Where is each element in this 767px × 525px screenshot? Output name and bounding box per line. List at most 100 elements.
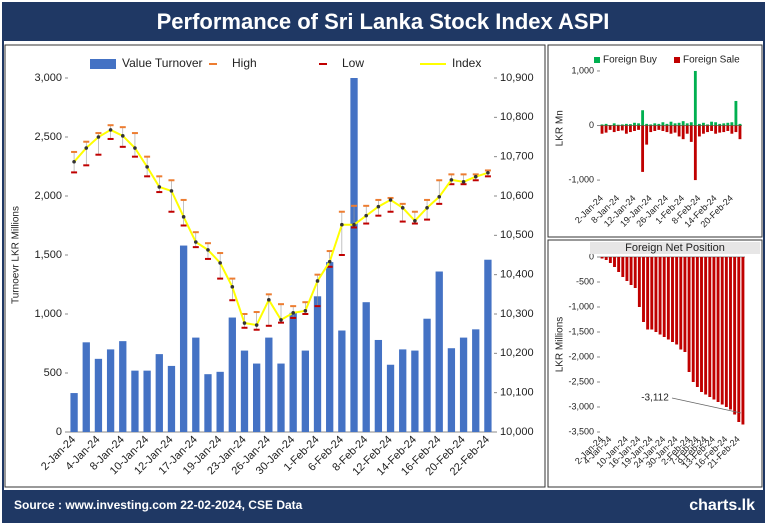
index-point xyxy=(400,206,405,210)
bar xyxy=(665,123,669,126)
bar xyxy=(435,271,443,432)
bar xyxy=(661,122,665,126)
index-point xyxy=(461,180,466,184)
bar xyxy=(604,257,608,260)
panel xyxy=(547,239,763,488)
bar xyxy=(697,123,701,126)
bar xyxy=(657,123,661,126)
y-tick-label: 10,200 xyxy=(500,347,534,359)
y-tick-label: -3,000 xyxy=(568,401,594,411)
index-point xyxy=(157,185,162,189)
bar xyxy=(673,125,677,133)
annotation-line xyxy=(671,397,742,414)
bar xyxy=(673,123,677,126)
bar xyxy=(645,125,649,145)
bar xyxy=(621,257,625,277)
bar xyxy=(620,124,624,126)
y-tick-label: -3,500 xyxy=(568,426,594,436)
y-tick-label: 0 xyxy=(589,120,594,130)
bar xyxy=(94,358,103,432)
y-tick-label: -1,000 xyxy=(568,301,594,311)
bar xyxy=(685,123,689,126)
bar xyxy=(119,341,127,432)
bar xyxy=(608,124,612,126)
legend-swatch xyxy=(594,57,600,63)
bar xyxy=(600,257,604,259)
bar xyxy=(155,354,163,432)
bar xyxy=(733,257,737,415)
legend-label: High xyxy=(232,56,257,70)
y-tick-label: -2,500 xyxy=(568,376,594,386)
bar xyxy=(679,257,683,350)
bar xyxy=(677,122,681,126)
index-point xyxy=(352,222,356,227)
bar xyxy=(472,329,480,432)
bar xyxy=(637,123,640,126)
bar xyxy=(714,125,718,134)
bar xyxy=(82,342,90,432)
bar xyxy=(650,257,654,330)
bar xyxy=(704,257,708,395)
index-point xyxy=(108,128,113,132)
y-tick-label: 1,000 xyxy=(34,308,62,320)
y-tick-label: 500 xyxy=(44,367,62,379)
bar xyxy=(192,337,200,432)
bar xyxy=(604,125,608,133)
bar xyxy=(374,339,383,432)
bar xyxy=(131,370,139,432)
title-band xyxy=(590,242,760,254)
index-point xyxy=(364,213,369,218)
bar xyxy=(641,110,645,126)
index-point xyxy=(218,261,222,265)
bar xyxy=(612,123,616,126)
bar xyxy=(411,350,419,432)
bar xyxy=(612,125,616,133)
bar xyxy=(338,330,346,432)
bar xyxy=(649,125,653,133)
bar xyxy=(641,125,645,172)
bar xyxy=(637,125,640,130)
bar xyxy=(706,124,709,126)
bar xyxy=(240,350,249,432)
bar xyxy=(708,257,712,397)
bar xyxy=(624,123,628,126)
bar xyxy=(608,257,612,263)
bar xyxy=(675,257,679,345)
bar xyxy=(637,257,641,307)
bar xyxy=(642,257,645,322)
page-title: Performance of Sri Lanka Stock Index ASP… xyxy=(157,9,610,34)
bar xyxy=(362,302,370,432)
bar xyxy=(700,257,703,392)
title-bar xyxy=(3,3,764,41)
bar xyxy=(669,125,673,134)
bar xyxy=(629,124,632,126)
bar xyxy=(326,262,334,432)
index-point xyxy=(279,318,283,322)
footer-bar xyxy=(3,490,764,522)
index-point xyxy=(96,135,101,139)
y-axis-label: Turnoevr LKR Millions xyxy=(11,206,22,304)
annotation: -3,112 xyxy=(641,393,669,404)
bar xyxy=(685,125,689,134)
index-point xyxy=(327,259,332,264)
legend-swatch xyxy=(674,57,680,63)
index-point xyxy=(291,311,295,315)
bar xyxy=(633,122,636,126)
bar xyxy=(738,125,742,140)
bar xyxy=(624,125,628,134)
bar xyxy=(738,123,742,126)
panel xyxy=(4,44,546,488)
bar xyxy=(350,78,358,432)
bar xyxy=(724,257,728,407)
index-point xyxy=(133,146,137,150)
legend-label: Value Turnover xyxy=(122,56,203,70)
bar xyxy=(702,122,705,126)
index-point xyxy=(315,279,320,283)
y-tick-label: -1,500 xyxy=(568,326,594,336)
bar xyxy=(399,349,407,432)
bar xyxy=(691,257,695,382)
y-tick-label: 0 xyxy=(56,426,62,438)
bar xyxy=(484,259,492,432)
bar xyxy=(722,123,726,126)
